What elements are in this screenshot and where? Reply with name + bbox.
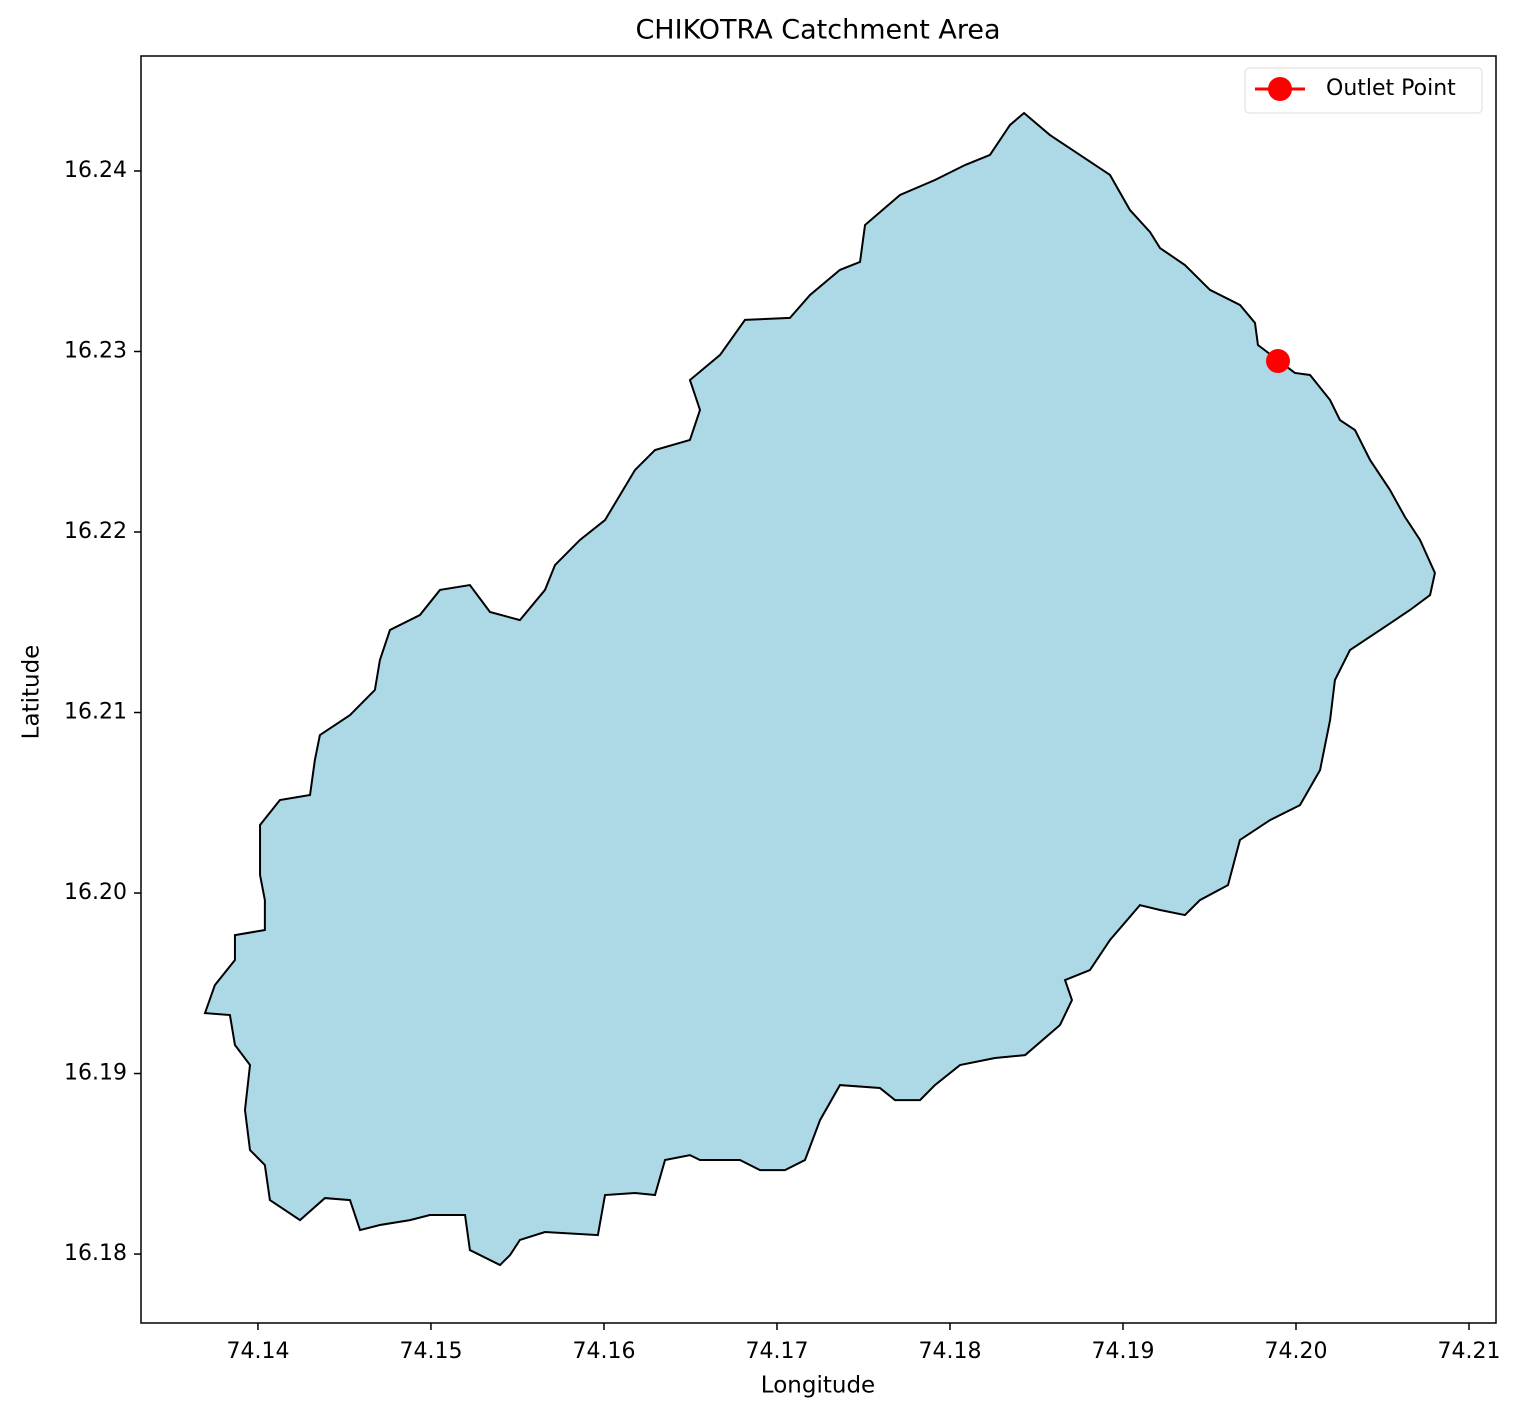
y-tick-label: 16.19	[64, 1061, 127, 1086]
y-tick-label: 16.23	[64, 338, 127, 363]
y-tick-label: 16.21	[64, 700, 127, 725]
y-tick-label: 16.18	[64, 1241, 127, 1266]
legend-box	[1244, 67, 1483, 114]
y-axis-label: Latitude	[19, 645, 45, 740]
x-tick-label: 74.15	[399, 1339, 462, 1364]
x-axis-label: Longitude	[761, 1373, 875, 1399]
y-tick-label: 16.20	[64, 880, 127, 905]
x-tick-label: 74.14	[226, 1339, 289, 1364]
legend-label: Outlet Point	[1326, 76, 1456, 101]
x-tick-label: 74.20	[1265, 1339, 1328, 1364]
x-tick-label: 74.17	[745, 1339, 808, 1364]
legend-marker	[1268, 77, 1292, 101]
plot-frame	[140, 55, 1497, 1324]
outlet-point	[1266, 349, 1291, 374]
x-tick-label: 74.19	[1092, 1339, 1155, 1364]
y-tick-label: 16.22	[64, 519, 127, 544]
catchment-area	[203, 111, 1436, 1267]
x-tick-label: 74.21	[1438, 1339, 1501, 1364]
y-tick-label: 16.24	[64, 158, 127, 183]
chart-title: CHIKOTRA Catchment Area	[635, 15, 1000, 46]
x-tick-label: 74.16	[572, 1339, 635, 1364]
x-tick-label: 74.18	[918, 1339, 981, 1364]
